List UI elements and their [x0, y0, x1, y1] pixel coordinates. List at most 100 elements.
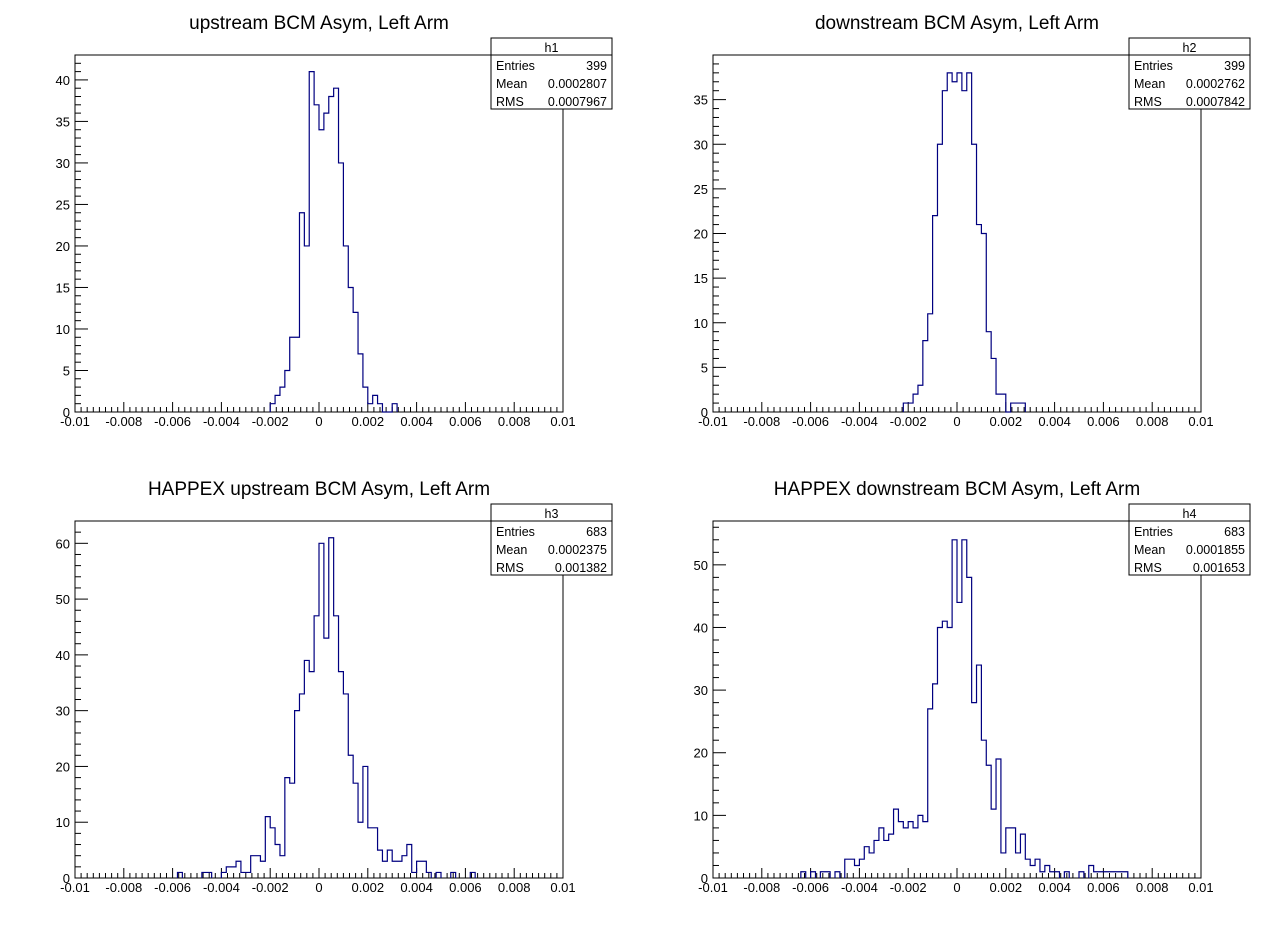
- x-tick-label: 0: [315, 414, 322, 429]
- histogram-bin: [265, 817, 270, 878]
- histogram-bin: [295, 711, 300, 878]
- histogram-bin: [913, 394, 918, 412]
- histogram-bin: [256, 856, 261, 878]
- histogram-outline: [269, 71, 398, 413]
- histogram-bin: [329, 97, 334, 412]
- y-tick-label: 30: [56, 704, 70, 719]
- histogram-bin: [1099, 872, 1104, 878]
- histogram-bin: [314, 105, 319, 412]
- histogram-bin: [855, 865, 860, 878]
- stats-value: 0.0002807: [548, 77, 607, 91]
- x-tick-label: 0.002: [990, 414, 1023, 429]
- histogram-pad-1: upstream BCM Asym, Left Arm -0.01 -0.008 -0…: [56, 13, 613, 429]
- histogram-bin: [972, 144, 977, 412]
- stats-value: 683: [586, 525, 607, 539]
- histogram-bin: [221, 872, 226, 878]
- x-tick-label: -0.002: [890, 414, 927, 429]
- stats-label: Entries: [1134, 525, 1173, 539]
- stats-box-frame: [490, 503, 613, 576]
- histogram-bin: [348, 287, 353, 412]
- histogram-bin: [387, 850, 392, 878]
- histogram-bin: [908, 822, 913, 878]
- y-tick-label: 40: [56, 648, 70, 663]
- stats-value: 0.001382: [555, 561, 607, 575]
- stats-value: 0.0002762: [1186, 77, 1245, 91]
- histogram-bin: [1030, 865, 1035, 878]
- y-tick-label: 60: [56, 536, 70, 551]
- histogram-bin: [1118, 872, 1123, 878]
- histogram-bin: [299, 694, 304, 878]
- stats-label: RMS: [496, 561, 524, 575]
- histogram-bin: [850, 859, 855, 878]
- y-tick-label: 5: [63, 363, 70, 378]
- histogram-bin: [923, 822, 928, 878]
- histogram-bin: [270, 828, 275, 878]
- stats-label: Entries: [1134, 59, 1173, 73]
- x-tick-label: 0.01: [550, 880, 575, 895]
- histogram-bin: [1064, 872, 1069, 878]
- histogram-bin: [981, 740, 986, 878]
- histogram-bin: [869, 853, 874, 878]
- histogram-outline: [800, 539, 1129, 878]
- histogram-bin: [859, 859, 864, 878]
- stats-value: 0.0002375: [548, 543, 607, 557]
- histogram-bin: [202, 872, 207, 878]
- stats-box-name: h2: [1183, 41, 1197, 55]
- histogram-bin: [923, 341, 928, 412]
- histogram-bin: [1001, 394, 1006, 412]
- histogram-bin: [1020, 403, 1025, 412]
- stats-label: Mean: [496, 77, 527, 91]
- histogram-pad-3: HAPPEX upstream BCM Asym, Left Arm-0.01-…: [56, 479, 613, 895]
- histogram-bin: [952, 82, 957, 412]
- histogram-bin: [962, 540, 967, 878]
- histogram-bin: [835, 872, 840, 878]
- histogram-bin: [1079, 872, 1084, 878]
- histogram-bin: [845, 859, 850, 878]
- histogram-bin: [1016, 853, 1021, 878]
- x-tick-label: 0: [315, 880, 322, 895]
- x-tick-label: 0: [953, 414, 960, 429]
- histogram-bin: [991, 809, 996, 878]
- stats-box-frame: [1128, 37, 1251, 110]
- histogram-bin: [251, 856, 256, 878]
- histogram-bin: [820, 872, 825, 878]
- histogram-bin: [918, 815, 923, 878]
- stats-value: 0.0001855: [1186, 543, 1245, 557]
- y-tick-label: 15: [694, 271, 708, 286]
- histogram-bin: [378, 404, 383, 412]
- y-tick-label: 50: [694, 558, 708, 573]
- histogram-bin: [382, 861, 387, 878]
- histogram-bin: [231, 867, 236, 878]
- histogram-bin: [290, 783, 295, 878]
- histogram-bin: [270, 404, 275, 412]
- stats-label: RMS: [1134, 561, 1162, 575]
- histogram-bin: [412, 872, 417, 878]
- histogram-bin: [947, 627, 952, 878]
- histogram-bin: [913, 828, 918, 878]
- histogram-bin: [309, 72, 314, 412]
- histogram-bin: [309, 672, 314, 878]
- histogram-bin: [285, 778, 290, 878]
- stats-value: 0.0007842: [1186, 95, 1245, 109]
- histogram-bin: [937, 144, 942, 412]
- histogram-bin: [1055, 872, 1060, 878]
- x-tick-label: 0.002: [990, 880, 1023, 895]
- stats-value: 0.0007967: [548, 95, 607, 109]
- x-tick-label: 0.008: [1136, 414, 1169, 429]
- x-tick-label: 0.004: [400, 880, 433, 895]
- y-tick-label: 0: [701, 871, 708, 886]
- x-tick-label: -0.004: [841, 880, 878, 895]
- histogram-bin: [1113, 872, 1118, 878]
- histogram-bin: [942, 621, 947, 878]
- histogram-bin: [353, 312, 358, 412]
- histogram-bin: [957, 73, 962, 412]
- histogram-bin: [1050, 872, 1055, 878]
- histogram-bin: [324, 113, 329, 412]
- x-tick-label: 0.01: [1188, 880, 1213, 895]
- histogram-pad-4: HAPPEX downstream BCM Asym, Left Arm -0.0…: [694, 479, 1251, 895]
- histogram-bin: [421, 861, 426, 878]
- histogram-bin: [1040, 872, 1045, 878]
- histogram-bin: [898, 822, 903, 878]
- histogram-bin: [928, 709, 933, 878]
